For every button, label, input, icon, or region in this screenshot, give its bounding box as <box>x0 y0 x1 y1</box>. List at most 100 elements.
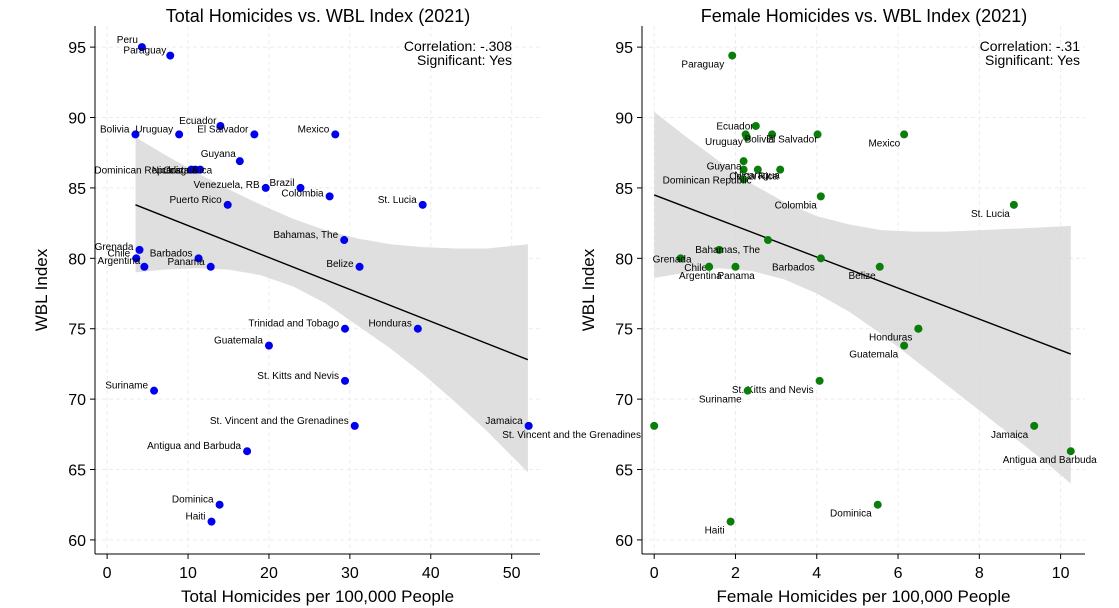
data-point <box>768 130 777 139</box>
y-tick-label: 95 <box>68 40 86 57</box>
correlation-text: Correlation: -.31 <box>980 38 1081 54</box>
point-label: Argentina <box>98 256 141 267</box>
fit-line <box>135 204 529 361</box>
point-label: Antigua and Barbuda <box>147 441 241 452</box>
data-point <box>676 254 685 263</box>
data-point <box>650 421 659 430</box>
data-point <box>900 341 909 350</box>
point-label: Mexico <box>298 124 330 135</box>
point-label: Suriname <box>105 381 148 392</box>
chart-title: Total Homicides vs. WBL Index (2021) <box>166 6 470 26</box>
y-tick-label: 75 <box>68 322 86 339</box>
data-point <box>776 165 785 174</box>
point-label: Barbados <box>772 262 815 273</box>
x-tick-label: 10 <box>179 565 197 582</box>
point-label: Belize <box>849 271 877 282</box>
data-point <box>1066 447 1075 456</box>
y-tick-label: 65 <box>68 463 86 480</box>
point-label: St. Kitts and Nevis <box>257 371 339 382</box>
data-point <box>215 500 224 509</box>
point-label: Dominica <box>172 495 214 506</box>
data-point <box>355 262 364 271</box>
data-point <box>739 157 748 166</box>
point-label: Ecuador <box>716 121 754 132</box>
data-point <box>196 165 205 174</box>
data-point <box>813 130 822 139</box>
point-label: Nicaragua <box>152 166 198 177</box>
data-point <box>715 245 724 254</box>
point-label: Puerto Rico <box>169 195 222 206</box>
data-point <box>325 192 334 201</box>
point-label: Colombia <box>775 200 818 211</box>
point-label: Dominica <box>830 509 872 520</box>
point-label: Chile <box>107 248 130 259</box>
point-label: Panama <box>167 257 205 268</box>
data-point <box>223 200 232 209</box>
data-point <box>524 421 533 430</box>
data-point <box>137 43 146 52</box>
significance-text: Significant: Yes <box>417 52 512 68</box>
data-point <box>166 51 175 60</box>
data-point <box>150 386 159 395</box>
data-point <box>1030 421 1039 430</box>
significance-text: Significant: Yes <box>985 52 1080 68</box>
point-label: Guatemala <box>214 336 263 347</box>
point-label: Bahamas, The <box>273 230 338 241</box>
y-tick-label: 70 <box>615 392 633 409</box>
data-point <box>331 130 340 139</box>
point-label: Colombia <box>281 188 324 199</box>
y-tick-label: 70 <box>68 392 86 409</box>
x-tick-label: 50 <box>503 565 521 582</box>
x-tick-label: 4 <box>812 565 821 582</box>
y-tick-label: 60 <box>615 533 633 550</box>
data-point <box>341 324 350 333</box>
x-tick-label: 8 <box>975 565 984 582</box>
point-label: Panama <box>717 271 755 282</box>
data-point <box>815 376 824 385</box>
confidence-band <box>135 137 528 473</box>
point-label: Grenada <box>653 254 692 265</box>
point-label: Dominican Republic <box>94 166 183 177</box>
point-label: Argentina <box>679 271 722 282</box>
x-tick-label: 40 <box>422 565 440 582</box>
data-point <box>135 245 144 254</box>
point-label: Bolivia <box>100 124 130 135</box>
data-point <box>731 262 740 271</box>
point-label: Guyana <box>707 162 742 173</box>
data-point <box>705 262 714 271</box>
data-point <box>206 262 215 271</box>
y-axis-title: WBL Index <box>579 248 598 331</box>
y-tick-label: 90 <box>615 111 633 128</box>
point-label: Venezuela, RB <box>194 180 260 191</box>
point-label: Ecuador <box>179 116 217 127</box>
point-label: Nicaragua <box>734 171 780 182</box>
data-point <box>216 121 225 130</box>
y-tick-label: 90 <box>68 111 86 128</box>
data-point <box>264 341 273 350</box>
data-point <box>296 183 305 192</box>
data-point <box>235 157 244 166</box>
data-point <box>261 183 270 192</box>
data-point <box>726 517 735 526</box>
x-tick-label: 20 <box>260 565 278 582</box>
fit-line <box>653 194 1072 355</box>
point-label: Suriname <box>699 395 742 406</box>
data-point <box>739 175 748 184</box>
y-tick-label: 85 <box>615 181 633 198</box>
point-label: Barbados <box>150 248 193 259</box>
point-label: Haiti <box>705 526 725 537</box>
point-label: Grenada <box>95 242 134 253</box>
point-label: Costa Rica <box>163 166 212 177</box>
point-label: El Salvador <box>197 124 249 135</box>
data-point <box>873 500 882 509</box>
panel-female-homicides: 60 65 70 75 80 85 90 95 0 2 4 6 8 10 Female Homicides … <box>502 6 1097 606</box>
x-tick-label: 0 <box>650 565 659 582</box>
data-point <box>131 130 140 139</box>
y-tick-label: 75 <box>615 322 633 339</box>
point-label: Jamaica <box>485 416 523 427</box>
point-label: Jamaica <box>991 430 1029 441</box>
y-tick-label: 60 <box>68 533 86 550</box>
point-label: Bolivia <box>745 134 775 145</box>
data-point <box>753 165 762 174</box>
